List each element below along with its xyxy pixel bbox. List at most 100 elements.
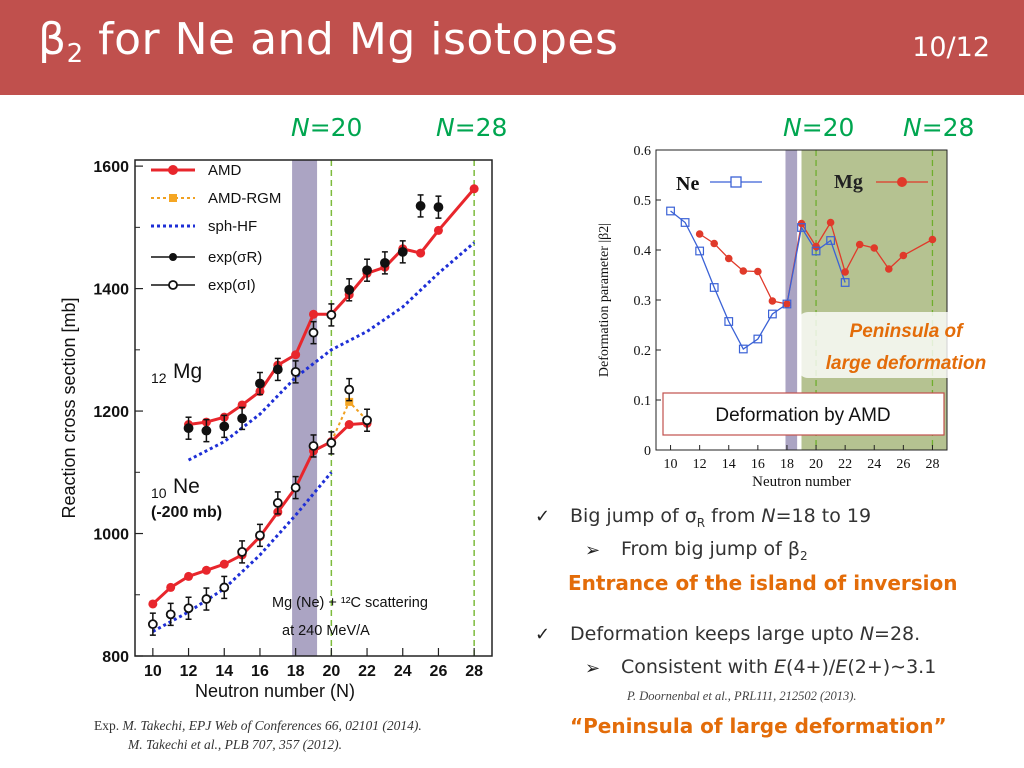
amd-ne-point bbox=[201, 565, 211, 575]
mg-line bbox=[699, 220, 933, 305]
exp-sigmaI-ne-point bbox=[183, 603, 194, 614]
exp-sigmaR-point bbox=[397, 246, 408, 257]
page-number: 10/12 bbox=[912, 32, 990, 63]
ne-point bbox=[768, 309, 777, 319]
amd-mg-point bbox=[469, 184, 479, 194]
y-tick-label: 1000 bbox=[93, 527, 129, 544]
exp-sigmaR-point bbox=[362, 265, 372, 276]
mg-point bbox=[826, 218, 835, 227]
y-tick-label: 0.2 bbox=[634, 344, 652, 359]
x-tick-label: 12 bbox=[693, 457, 707, 472]
bullet-1a: From big jump of β2 bbox=[621, 538, 808, 563]
amd-mg-point bbox=[433, 225, 443, 235]
amd-mg-point bbox=[291, 350, 301, 360]
exp-sigmaI-point bbox=[308, 327, 319, 338]
x-tick-label: 26 bbox=[430, 663, 448, 680]
exp-sigmaR-point bbox=[415, 201, 426, 211]
check-icon: ✓ bbox=[535, 506, 551, 527]
legend-expR-marker bbox=[169, 253, 177, 261]
amd-box bbox=[662, 392, 945, 436]
x-tick-label: 10 bbox=[144, 663, 162, 680]
legend-label: AMD bbox=[208, 162, 242, 179]
y-tick-label: 0.5 bbox=[634, 194, 652, 209]
x-tick-label: 18 bbox=[780, 457, 794, 472]
bullet-2-reference: P. Doornenbal et al., PRL111, 212502 (20… bbox=[627, 689, 857, 703]
peninsula-glow bbox=[798, 312, 1014, 378]
mg-point bbox=[710, 239, 718, 248]
amd-ne-point bbox=[219, 559, 229, 569]
amd-box-label: Deformation by AMD bbox=[715, 405, 890, 426]
x-tick-label: 14 bbox=[215, 663, 233, 680]
sphhf-mg-line bbox=[187, 241, 476, 462]
exp-sigmaI-ne-point bbox=[290, 482, 301, 493]
x-tick-label: 12 bbox=[180, 663, 198, 680]
exp-sigmaR-point bbox=[433, 202, 444, 213]
bullet-1: Big jump of σR from N=18 to 19 bbox=[570, 505, 872, 530]
mg-point bbox=[739, 267, 748, 275]
legend-expI-marker bbox=[168, 280, 178, 290]
mg-point bbox=[754, 267, 762, 276]
peninsula-label-line1: Peninsula of bbox=[850, 321, 965, 342]
x-tick-label: 16 bbox=[251, 663, 269, 680]
y-tick-label: 1200 bbox=[93, 404, 129, 421]
ne-point bbox=[840, 278, 850, 287]
amd-ne-point bbox=[344, 420, 354, 430]
ne-point bbox=[680, 218, 690, 227]
x-tick-label: 26 bbox=[896, 457, 910, 472]
n20-label-right: N=20 bbox=[783, 113, 855, 142]
ne-point bbox=[826, 236, 836, 245]
exp-sigmaI-ne-point bbox=[272, 498, 283, 508]
y-tick-label: 1600 bbox=[93, 159, 129, 176]
exp-sigmaR-point bbox=[255, 378, 265, 389]
exp-sigmaI-ne-point bbox=[362, 415, 372, 426]
mg-point bbox=[899, 251, 908, 260]
mg-point bbox=[928, 235, 937, 244]
y-tick-label: 0.4 bbox=[634, 244, 652, 259]
bullet-2a: Consistent with E(4+)/E(2+)∼3.1 bbox=[621, 656, 937, 678]
exp-sigmaR-point bbox=[183, 423, 194, 434]
x-tick-label: 16 bbox=[751, 457, 765, 472]
amdrgm-point bbox=[345, 397, 354, 406]
legend-label: sph-HF bbox=[208, 218, 257, 235]
y-tick-label: 0 bbox=[644, 444, 651, 459]
x-tick-label: 24 bbox=[394, 663, 412, 680]
amd-ne-point bbox=[184, 571, 194, 581]
x-tick-label: 20 bbox=[322, 663, 340, 680]
n28-label-left: N=28 bbox=[436, 113, 508, 142]
ne-point bbox=[811, 246, 821, 256]
x-tick-label: 20 bbox=[809, 457, 823, 472]
exp-sigmaI-ne-point bbox=[201, 594, 212, 604]
exp-sigmaI-ne-point bbox=[165, 609, 176, 620]
legend-label: exp(σI) bbox=[208, 277, 256, 294]
exp-sigmaI-ne-point bbox=[326, 438, 337, 448]
energy-note: at 240 MeV/A bbox=[282, 623, 370, 639]
cross-section-chart: 800 1000 1200 1400 1600 10 12 14 16 18 20 22 24 26 28 N… bbox=[59, 159, 493, 701]
y-tick-label: 0.6 bbox=[634, 144, 652, 159]
ne-point bbox=[738, 344, 748, 354]
experiment-reference: Exp. M. Takechi, EPJ Web of Conferences … bbox=[94, 718, 422, 752]
mg-legend-marker bbox=[897, 177, 907, 187]
legend-amd-marker bbox=[168, 165, 178, 175]
ne-offset-note: (-200 mb) bbox=[151, 504, 222, 521]
amd-ne-point bbox=[166, 582, 176, 592]
y-axis-label: Reaction cross section [mb] bbox=[59, 297, 79, 518]
legend-label: AMD-RGM bbox=[208, 190, 281, 207]
ne-point bbox=[695, 246, 705, 256]
exp-sigmaR-point bbox=[201, 425, 212, 436]
y-tick-label: 0.3 bbox=[634, 294, 652, 309]
reaction-note: Mg (Ne) + ¹²C scattering bbox=[272, 595, 428, 611]
plot-frame bbox=[134, 159, 493, 657]
amd-mg-point bbox=[416, 248, 426, 258]
ne-mass-label: 10 bbox=[151, 485, 167, 501]
mg-point bbox=[695, 230, 704, 238]
x-axis-label: Neutron number bbox=[752, 474, 851, 490]
mg-point bbox=[768, 297, 777, 305]
n28-label-right: N=28 bbox=[903, 113, 975, 142]
amd-ne-point bbox=[148, 599, 158, 609]
ne-point bbox=[666, 206, 675, 216]
x-tick-label: 22 bbox=[838, 457, 852, 472]
x-tick-label: 28 bbox=[925, 457, 939, 472]
mg-point bbox=[783, 300, 791, 308]
x-tick-label: 22 bbox=[358, 663, 376, 680]
exp-sigmaI-point bbox=[326, 310, 337, 320]
